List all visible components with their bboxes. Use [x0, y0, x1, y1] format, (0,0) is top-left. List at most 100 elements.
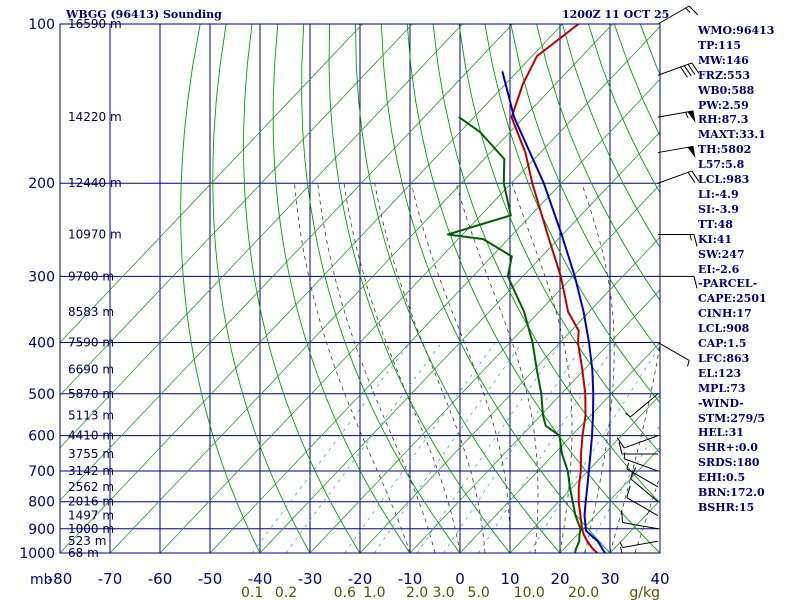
isotherm-line	[209, 78, 660, 553]
index-item: MAXT:33.1	[698, 128, 766, 142]
temperature-data-point	[579, 515, 582, 517]
plot-frame	[59, 23, 661, 554]
dry-adiabat-line	[328, 24, 511, 553]
dewpoint-data-point	[479, 131, 481, 133]
index-item: TP:115	[698, 38, 742, 52]
dry-adiabat-line	[301, 24, 461, 553]
wind-barb-feather	[618, 441, 623, 455]
index-item: EHI:0.5	[698, 471, 746, 485]
isotherm-line	[109, 24, 613, 553]
wind-barb	[625, 393, 659, 418]
temperature-data-point	[524, 151, 527, 154]
temperature-data-point	[592, 548, 594, 551]
index-item: LI:-4.9	[698, 187, 739, 201]
wind-barb-half-feather	[685, 112, 689, 119]
dewpoint-data-point	[446, 233, 449, 236]
pressure-tick-label: 600	[28, 429, 55, 445]
wind-barb-feather	[687, 172, 696, 183]
height-label: 14220 m	[68, 110, 122, 124]
mixing-ratio-label: 2.0	[406, 585, 428, 600]
wind-barb	[657, 110, 696, 123]
parcel-data-point	[543, 182, 545, 184]
wind-barb-feather	[693, 276, 698, 289]
moist-adiabat-line	[609, 341, 660, 553]
isotherm-line	[509, 394, 660, 553]
index-item: KI:41	[698, 232, 733, 246]
dewpoint-data-point	[540, 393, 542, 395]
height-label: 6690 m	[68, 363, 114, 377]
pressure-tick-label: 300	[28, 269, 55, 285]
temperature-data-point	[578, 486, 580, 488]
dry-adiabat-line	[484, 24, 660, 404]
index-item: HEL:31	[698, 426, 744, 440]
temperature-data-point	[531, 182, 533, 184]
dry-adiabat-line	[510, 24, 660, 353]
index-item: STM:279/5	[698, 411, 765, 425]
wind-barb-flag	[687, 146, 696, 159]
wind-barb	[626, 462, 659, 488]
index-item: L57:5.8	[698, 158, 745, 172]
dry-adiabat-line	[406, 24, 660, 553]
parcel-data-point	[583, 515, 586, 517]
temperature-tick-label: -50	[198, 570, 223, 588]
dewpoint-data-point	[531, 341, 534, 344]
pressure-tick-label: 700	[28, 464, 55, 480]
mixing-ratio-label: 1.0	[363, 585, 385, 600]
dewpoint-data-point	[558, 435, 561, 437]
parcel-data-point	[589, 453, 592, 455]
parcel-data-point	[586, 486, 588, 488]
height-label: 3755 m	[68, 447, 114, 461]
mixing-ratio-label: 0.2	[275, 585, 297, 600]
dewpoint-data-point	[510, 214, 512, 216]
temperature-data-point	[578, 501, 580, 503]
index-item: CAPE:2501	[698, 292, 767, 306]
mixing-ratio-line	[583, 424, 660, 553]
temperature-tick-label: 10	[500, 570, 519, 588]
wind-barb	[657, 342, 690, 367]
parcel-data-point	[583, 311, 585, 313]
index-item: LCL:983	[698, 173, 750, 187]
dry-adiabat-line	[355, 24, 561, 553]
isotherm-line	[559, 447, 660, 553]
pressure-tick-label: 400	[28, 335, 55, 351]
wind-barb	[626, 485, 659, 517]
wind-barb-flag	[687, 110, 696, 123]
temperature-data-point	[586, 540, 588, 542]
index-item: WB0:588	[698, 83, 755, 97]
moist-adiabat-line	[455, 183, 539, 553]
temperature-tick-label: 40	[650, 570, 669, 588]
wind-barb-staff	[630, 478, 659, 503]
index-item: PW:2.59	[698, 98, 749, 112]
temperature-tick-label: -40	[248, 570, 273, 588]
dewpoint-data-point	[561, 453, 563, 455]
dewpoint-data-point	[536, 368, 538, 371]
wind-barb-feather	[691, 62, 700, 74]
temperature-tick-label: 20	[550, 570, 569, 588]
temperature-data-point	[580, 453, 582, 455]
height-label: 2016 m	[68, 495, 114, 509]
wind-barb	[658, 234, 698, 247]
dewpoint-data-point	[503, 182, 505, 184]
wind-barb-feather	[693, 234, 698, 247]
dewpoint-data-point	[572, 501, 574, 503]
moist-adiabat-line	[343, 183, 461, 553]
height-label: 1000 m	[68, 522, 114, 536]
index-item: LFC:863	[698, 351, 750, 365]
parcel-data-point	[588, 470, 590, 472]
temperature-tick-label: -30	[298, 570, 323, 588]
pressure-tick-label: 200	[28, 176, 55, 192]
dewpoint-data-point	[511, 255, 513, 258]
pressure-tick-label: 500	[28, 387, 55, 403]
wind-barb-staff	[626, 497, 659, 517]
index-item: SI:-3.9	[698, 202, 739, 216]
parcel-data-point	[585, 530, 587, 532]
moist-adiabat-line	[581, 183, 615, 553]
dewpoint-data-point	[575, 548, 577, 551]
index-item: -PARCEL-	[698, 277, 758, 291]
height-label: 16590 m	[68, 17, 122, 31]
temperature-data-point	[536, 55, 538, 57]
wind-barb-staff	[657, 145, 694, 154]
temperature-data-point	[581, 368, 583, 371]
wind-barb-staff	[622, 522, 659, 530]
dewpoint-data-point	[579, 528, 582, 530]
